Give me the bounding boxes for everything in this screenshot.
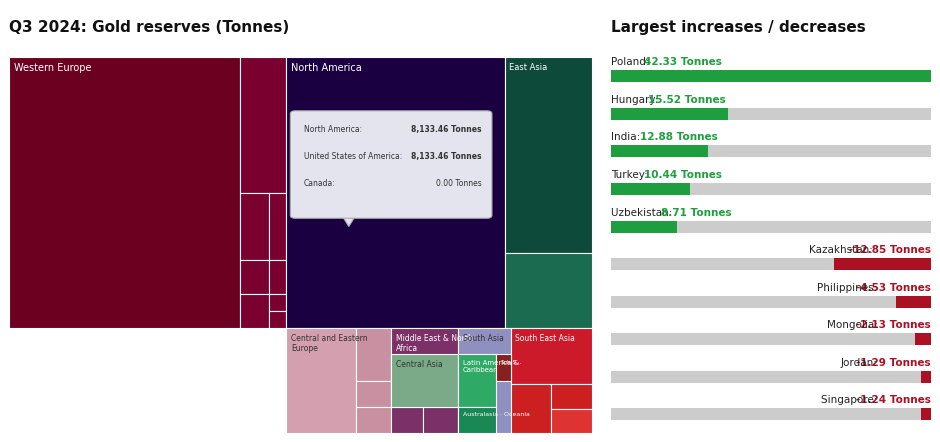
Text: 8.71 Tonnes: 8.71 Tonnes: [661, 207, 731, 217]
Bar: [611, 70, 931, 82]
Bar: [611, 183, 931, 195]
Text: 8,133.46 Tonnes: 8,133.46 Tonnes: [411, 126, 481, 134]
Text: South Asia: South Asia: [462, 334, 504, 343]
Bar: [510, 328, 592, 384]
Bar: [269, 193, 287, 260]
Bar: [269, 311, 287, 328]
Bar: [611, 183, 690, 195]
Bar: [458, 328, 510, 433]
Bar: [240, 260, 269, 294]
Text: Middle East & North
Africa: Middle East & North Africa: [396, 334, 473, 353]
Text: 10.44 Tonnes: 10.44 Tonnes: [644, 170, 722, 180]
Bar: [496, 354, 510, 381]
Bar: [287, 328, 356, 433]
Bar: [510, 384, 552, 433]
Bar: [921, 371, 931, 383]
Text: Central and Eastern
Europe: Central and Eastern Europe: [290, 334, 368, 353]
Text: South East Asia: South East Asia: [515, 334, 575, 343]
Text: East Asia: East Asia: [509, 63, 548, 72]
Bar: [921, 408, 931, 420]
Text: 15.52 Tonnes: 15.52 Tonnes: [649, 95, 726, 105]
Bar: [240, 193, 269, 260]
Bar: [915, 333, 931, 345]
Text: Kazakhstan:: Kazakhstan:: [809, 245, 877, 255]
Bar: [611, 145, 931, 157]
Bar: [505, 57, 592, 253]
Text: United States of America:: United States of America:: [304, 152, 402, 161]
Text: Hungary:: Hungary:: [611, 95, 662, 105]
Text: -12.85 Tonnes: -12.85 Tonnes: [849, 245, 931, 255]
Text: Western Europe: Western Europe: [14, 63, 91, 73]
Bar: [611, 221, 677, 232]
Bar: [611, 371, 931, 383]
Text: -1.24 Tonnes: -1.24 Tonnes: [855, 395, 931, 405]
Text: North America:: North America:: [304, 126, 362, 134]
Bar: [611, 258, 931, 270]
Bar: [240, 57, 287, 193]
Bar: [269, 294, 287, 311]
Bar: [269, 260, 287, 294]
Bar: [611, 145, 708, 157]
Text: Jordan:: Jordan:: [840, 358, 881, 368]
Text: Singapore:: Singapore:: [822, 395, 881, 405]
Bar: [9, 57, 240, 328]
Bar: [240, 294, 269, 328]
Text: 12.88 Tonnes: 12.88 Tonnes: [640, 132, 718, 142]
Bar: [611, 296, 931, 308]
Text: 42.33 Tonnes: 42.33 Tonnes: [644, 57, 722, 67]
Text: Largest increases / decreases: Largest increases / decreases: [611, 20, 866, 35]
Bar: [611, 108, 931, 120]
Text: Latin America &
Caribbean: Latin America & Caribbean: [462, 360, 519, 373]
Text: Canada:: Canada:: [304, 179, 336, 188]
Bar: [458, 354, 496, 407]
FancyBboxPatch shape: [290, 111, 492, 218]
Bar: [897, 296, 931, 308]
Bar: [391, 407, 423, 433]
Text: 0.00 Tonnes: 0.00 Tonnes: [436, 179, 481, 188]
Bar: [356, 381, 391, 407]
Bar: [552, 409, 592, 433]
Text: Australasia · Oceania: Australasia · Oceania: [462, 412, 530, 418]
Text: Sub-S...: Sub-S...: [501, 360, 522, 365]
Text: Q3 2024: Gold reserves (Tonnes): Q3 2024: Gold reserves (Tonnes): [9, 20, 290, 35]
Bar: [391, 354, 458, 407]
Bar: [356, 407, 391, 433]
Text: 8,133.46 Tonnes: 8,133.46 Tonnes: [411, 152, 481, 161]
Bar: [505, 253, 592, 328]
Text: -2.13 Tonnes: -2.13 Tonnes: [855, 320, 931, 330]
Bar: [611, 221, 931, 232]
Bar: [611, 408, 931, 420]
Text: -4.53 Tonnes: -4.53 Tonnes: [855, 282, 931, 293]
Bar: [287, 57, 505, 328]
Text: Central Asia: Central Asia: [396, 360, 443, 369]
Bar: [611, 333, 931, 345]
Bar: [611, 70, 931, 82]
Text: Poland:: Poland:: [611, 57, 652, 67]
Text: North America: North America: [290, 63, 362, 73]
Text: Uzbekistan:: Uzbekistan:: [611, 207, 676, 217]
Text: Philippines:: Philippines:: [817, 282, 881, 293]
Bar: [611, 108, 728, 120]
Bar: [423, 407, 458, 433]
Bar: [552, 384, 592, 409]
Bar: [458, 407, 496, 433]
Text: Mongolia:: Mongolia:: [826, 320, 881, 330]
Text: -1.29 Tonnes: -1.29 Tonnes: [856, 358, 931, 368]
Polygon shape: [342, 215, 356, 226]
Bar: [834, 258, 931, 270]
Bar: [391, 328, 458, 407]
Text: Turkey:: Turkey:: [611, 170, 651, 180]
Bar: [356, 328, 391, 381]
Text: India:: India:: [611, 132, 644, 142]
